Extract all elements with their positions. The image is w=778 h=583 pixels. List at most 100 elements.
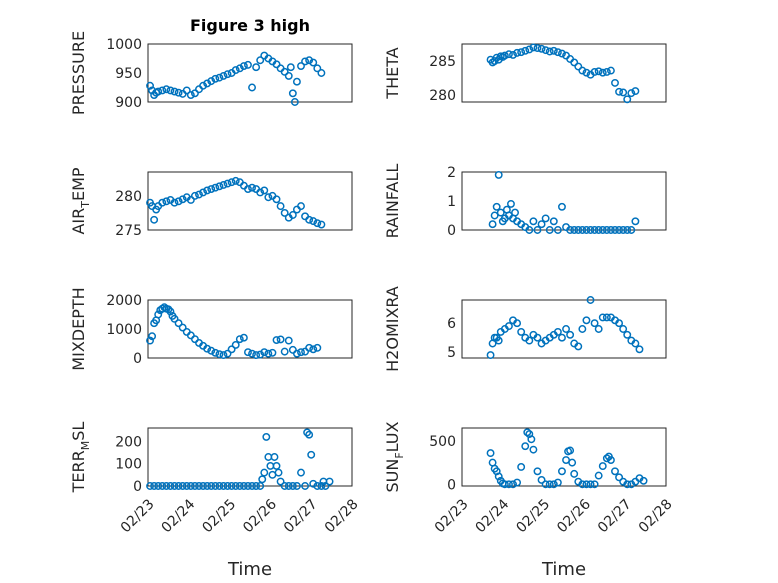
data-point — [264, 193, 273, 202]
data-point — [248, 349, 256, 358]
data-point — [190, 482, 199, 490]
data-point — [509, 50, 517, 59]
data-point — [146, 482, 154, 490]
x-tick-label: 02/27 — [281, 496, 321, 536]
data-point — [598, 313, 607, 322]
data-point — [496, 208, 505, 217]
y-tick-label: 950 — [115, 66, 142, 82]
data-point — [631, 217, 640, 226]
data-point — [190, 191, 199, 200]
data-point — [574, 226, 583, 234]
data-point — [553, 226, 562, 234]
data-point — [594, 471, 603, 480]
data-point — [211, 183, 220, 192]
data-point — [170, 482, 179, 490]
data-point — [305, 430, 314, 439]
x-tick-label: 02/27 — [595, 496, 635, 536]
data-point — [182, 482, 191, 490]
data-point — [533, 333, 542, 342]
y-tick-label: 1 — [447, 194, 456, 210]
y-tick-label: 0 — [447, 223, 456, 239]
x-tick-label: 02/28 — [636, 496, 676, 536]
data-point — [186, 91, 195, 99]
data-point — [219, 181, 228, 189]
data-point — [606, 226, 615, 234]
data-point — [199, 81, 208, 90]
data-point — [529, 43, 538, 52]
data-point — [280, 347, 289, 356]
data-point — [578, 480, 587, 489]
data-point — [325, 477, 334, 486]
data-point — [280, 482, 289, 490]
data-point — [162, 197, 171, 206]
y-axis-label: RAINFALL — [383, 164, 402, 239]
y-tick-label: 200 — [115, 434, 142, 450]
data-point — [521, 442, 530, 451]
data-point — [297, 468, 305, 477]
data-point — [619, 325, 628, 333]
data-point — [313, 64, 322, 73]
data-point — [270, 453, 279, 461]
data-point — [623, 330, 632, 339]
data-point — [537, 220, 546, 229]
data-point — [207, 346, 216, 355]
x-tick-label: 02/25 — [513, 496, 553, 536]
data-point — [158, 482, 167, 490]
data-point — [248, 83, 256, 92]
data-point — [150, 215, 159, 224]
data-point — [227, 178, 236, 187]
data-point — [195, 482, 203, 490]
data-point — [244, 348, 252, 357]
subplot-pressure: 900 950 1000 PRESSURE — [69, 31, 353, 115]
data-point — [215, 182, 224, 191]
data-point — [545, 47, 554, 56]
data-point — [639, 476, 648, 485]
data-point — [590, 480, 599, 489]
x-axis-label: Time — [227, 559, 272, 580]
data-point — [521, 46, 530, 55]
data-point — [280, 208, 289, 217]
x-tick-label: 02/23 — [118, 496, 158, 536]
data-point — [309, 345, 318, 354]
data-point — [309, 479, 318, 488]
data-point — [199, 188, 208, 197]
data-point — [146, 336, 154, 345]
data-point — [317, 482, 326, 490]
data-point — [211, 74, 220, 83]
x-axis-label: Time — [541, 559, 586, 580]
y-tick-label: 500 — [429, 434, 456, 450]
data-point — [558, 467, 566, 476]
data-point — [305, 56, 314, 65]
data-point — [301, 482, 310, 490]
data-point — [553, 48, 562, 57]
data-point — [602, 68, 611, 76]
data-point — [494, 336, 503, 345]
data-point — [272, 60, 281, 69]
data-point — [533, 226, 542, 234]
data-point — [586, 226, 595, 234]
data-point — [317, 69, 326, 77]
x-tick-label: 02/26 — [554, 496, 594, 536]
data-point — [235, 482, 244, 490]
data-point — [235, 335, 244, 344]
data-point — [211, 482, 220, 490]
y-tick-label: 1000 — [106, 37, 142, 53]
data-point — [219, 71, 228, 80]
data-point — [231, 482, 240, 490]
data-point — [186, 196, 195, 204]
data-point — [286, 63, 295, 72]
data-point — [529, 217, 538, 226]
data-point — [248, 482, 256, 490]
data-point — [558, 202, 566, 211]
data-point — [148, 332, 157, 341]
data-point — [615, 87, 624, 96]
data-point — [292, 349, 301, 358]
data-point — [562, 325, 570, 333]
data-point — [486, 449, 495, 458]
data-point — [223, 70, 232, 79]
data-point — [566, 330, 575, 339]
data-point — [239, 482, 248, 490]
data-point — [227, 482, 236, 490]
x-tick-label: 02/23 — [432, 496, 472, 536]
data-point — [174, 197, 183, 206]
